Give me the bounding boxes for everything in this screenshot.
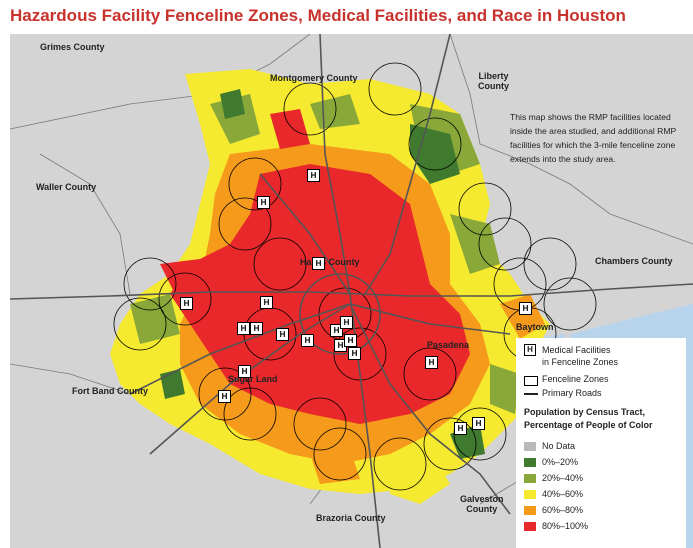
legend-population-title-1: Population by Census Tract, [524,407,646,417]
medical-facility-marker: H [276,328,289,341]
primary-roads [10,34,693,548]
fenceline-zone-icon [524,376,538,386]
legend-medical-row: H [524,344,536,356]
liberty-line-1: Liberty [478,71,509,81]
medical-facility-marker: H [250,322,263,335]
medical-facility-marker: H [260,296,273,309]
galveston-county-label: Galveston County [460,494,504,514]
legend-swatch [524,442,536,451]
baytown-label: Baytown [516,322,554,332]
medical-facility-marker: H [348,347,361,360]
legend-swatch [524,490,536,499]
chambers-county-label: Chambers County [595,256,673,266]
legend: H Medical Facilities in Fenceline Zones … [516,338,686,548]
fort-bend-county-label: Fort Band County [72,386,148,396]
legend-category-label: 0%–20% [542,457,579,467]
legend-fenceline-label: Fenceline Zones [542,374,609,384]
tracts-80-100 [170,164,470,424]
waller-county-label: Waller County [36,182,97,192]
legend-category-label: 20%–40% [542,473,584,483]
legend-category-label: No Data [542,441,576,451]
legend-category-label: 80%–100% [542,521,589,531]
galveston-line-1: Galveston [460,494,504,504]
galveston-line-2: County [466,504,498,514]
legend-population-title-2: Percentage of People of Color [524,420,653,430]
legend-swatch [524,506,536,515]
legend-swatch [524,522,536,531]
liberty-line-2: County [478,81,509,91]
medical-facility-marker: H [312,257,325,270]
legend-swatch [524,474,536,483]
montgomery-county-label: Montgomery County [270,73,358,83]
medical-facility-marker: H [334,339,347,352]
legend-roads-label: Primary Roads [542,388,602,398]
brazoria-county-label: Brazoria County [316,513,386,523]
medical-facility-marker: H [301,334,314,347]
legend-medical-label: Medical Facilities in Fenceline Zones [542,344,618,368]
map-area: Grimes County Montgomery County Liberty … [10,34,693,548]
medical-facility-marker: H [454,422,467,435]
medical-facility-marker: H [257,196,270,209]
harris-county-label: Harris County [300,257,360,267]
legend-swatch [524,458,536,467]
tracts-20-40 [130,94,520,414]
medical-facility-marker: H [472,417,485,430]
map-title: Hazardous Facility Fenceline Zones, Medi… [10,6,626,25]
medical-facility-marker: H [330,324,343,337]
medical-facility-marker: H [344,334,357,347]
medical-facility-marker: H [340,316,353,329]
legend-category-label: 40%–60% [542,489,584,499]
medical-facility-marker: H [307,169,320,182]
medical-facility-marker: H [238,365,251,378]
sugar-land-label: Sugar Land [228,374,278,384]
medical-facility-marker: H [425,356,438,369]
hospital-icon: H [524,344,536,356]
medical-facility-marker: H [218,390,231,403]
legend-population-title: Population by Census Tract, Percentage o… [524,406,653,432]
medical-facility-marker: H [519,302,532,315]
liberty-county-label: Liberty County [478,71,509,91]
medical-facility-marker: H [237,322,250,335]
legend-category-label: 60%–80% [542,505,584,515]
pasadena-label: Pasadena [427,340,470,350]
map-canvas [10,34,693,548]
medical-facility-marker: H [180,297,193,310]
legend-medical-line-2: in Fenceline Zones [542,357,619,367]
primary-road-icon [524,393,538,395]
grimes-county-label: Grimes County [40,42,105,52]
legend-medical-line-1: Medical Facilities [542,345,611,355]
map-note: This map shows the RMP facilities locate… [510,112,677,164]
